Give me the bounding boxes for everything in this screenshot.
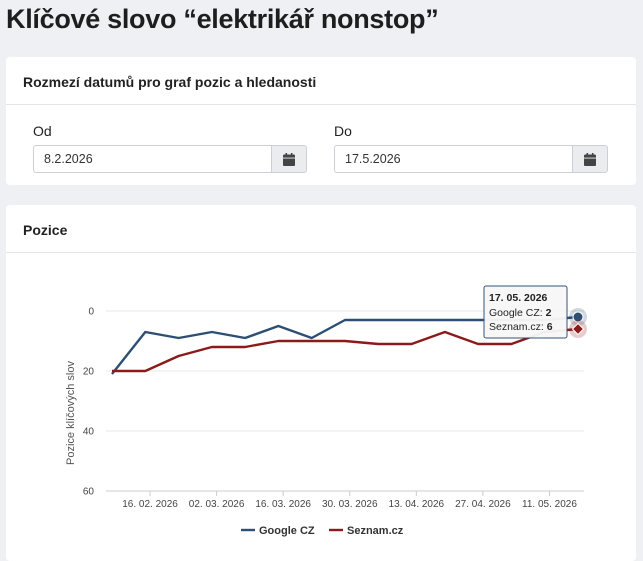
date-range-header: Rozmezí datumů pro graf pozic a hledanos… xyxy=(6,57,636,105)
position-chart: 0 20 40 60 16. 02. 2026 02. 03. 2026 16. 03. … xyxy=(65,285,587,537)
y-axis-title: Pozice klíčových slov xyxy=(65,361,77,465)
legend-label: Google CZ xyxy=(259,525,315,537)
point-marker xyxy=(571,322,585,336)
x-tick-label: 02. 03. 2026 xyxy=(189,499,245,510)
date-to-group: Do xyxy=(334,123,608,173)
chart-section-header: Pozice xyxy=(6,205,636,253)
legend-label: Seznam.cz xyxy=(347,525,404,537)
y-tick-labels: 0 20 40 60 xyxy=(83,307,95,498)
date-to-input[interactable] xyxy=(334,145,572,173)
date-from-calendar-button[interactable] xyxy=(271,145,307,173)
y-tick-label: 0 xyxy=(88,307,94,318)
chart-tooltip: 17. 05. 2026 Google CZ: 2 Seznam.cz: 6 xyxy=(483,285,568,339)
tooltip-box xyxy=(483,285,568,339)
date-from-control xyxy=(33,145,307,173)
x-tick-label: 11. 05. 2026 xyxy=(522,499,577,510)
date-to-label: Do xyxy=(334,123,352,139)
tooltip-date: 17. 05. 2026 xyxy=(489,292,548,304)
x-tick-label: 16. 02. 2026 xyxy=(122,499,178,510)
legend-item-seznam[interactable]: Seznam.cz xyxy=(329,525,404,537)
calendar-icon xyxy=(283,152,295,166)
y-tick-label: 40 xyxy=(83,427,95,438)
x-tick-label: 30. 03. 2026 xyxy=(322,499,378,510)
legend-item-google[interactable]: Google CZ xyxy=(241,525,315,537)
page-title: Klíčové slovo “elektrikář nonstop” xyxy=(6,4,439,34)
position-chart-card: Pozice 0 20 40 60 16. 02. 2026 02. 03. 2026 1… xyxy=(6,205,636,561)
calendar-icon xyxy=(584,152,596,166)
x-tick-label: 13. 04. 2026 xyxy=(389,499,445,510)
date-from-label: Od xyxy=(33,123,52,139)
series-line-seznam xyxy=(112,327,579,373)
tooltip-row: Google CZ: 2 xyxy=(489,307,552,319)
y-tick-label: 60 xyxy=(83,487,95,498)
date-from-group: Od xyxy=(33,123,307,173)
date-to-calendar-button[interactable] xyxy=(572,145,608,173)
x-tick-label: 27. 04. 2026 xyxy=(455,499,511,510)
point-marker xyxy=(572,311,584,323)
date-from-input[interactable] xyxy=(33,145,271,173)
date-range-card: Rozmezí datumů pro graf pozic a hledanos… xyxy=(6,57,636,185)
y-tick-label: 20 xyxy=(83,367,95,378)
x-tick-label: 16. 03. 2026 xyxy=(255,499,311,510)
chart-legend: Google CZ Seznam.cz xyxy=(241,525,404,537)
date-to-control xyxy=(334,145,608,173)
tooltip-row: Seznam.cz: 6 xyxy=(489,321,553,333)
x-tick-labels: 16. 02. 2026 02. 03. 2026 16. 03. 2026 30. … xyxy=(122,499,577,510)
